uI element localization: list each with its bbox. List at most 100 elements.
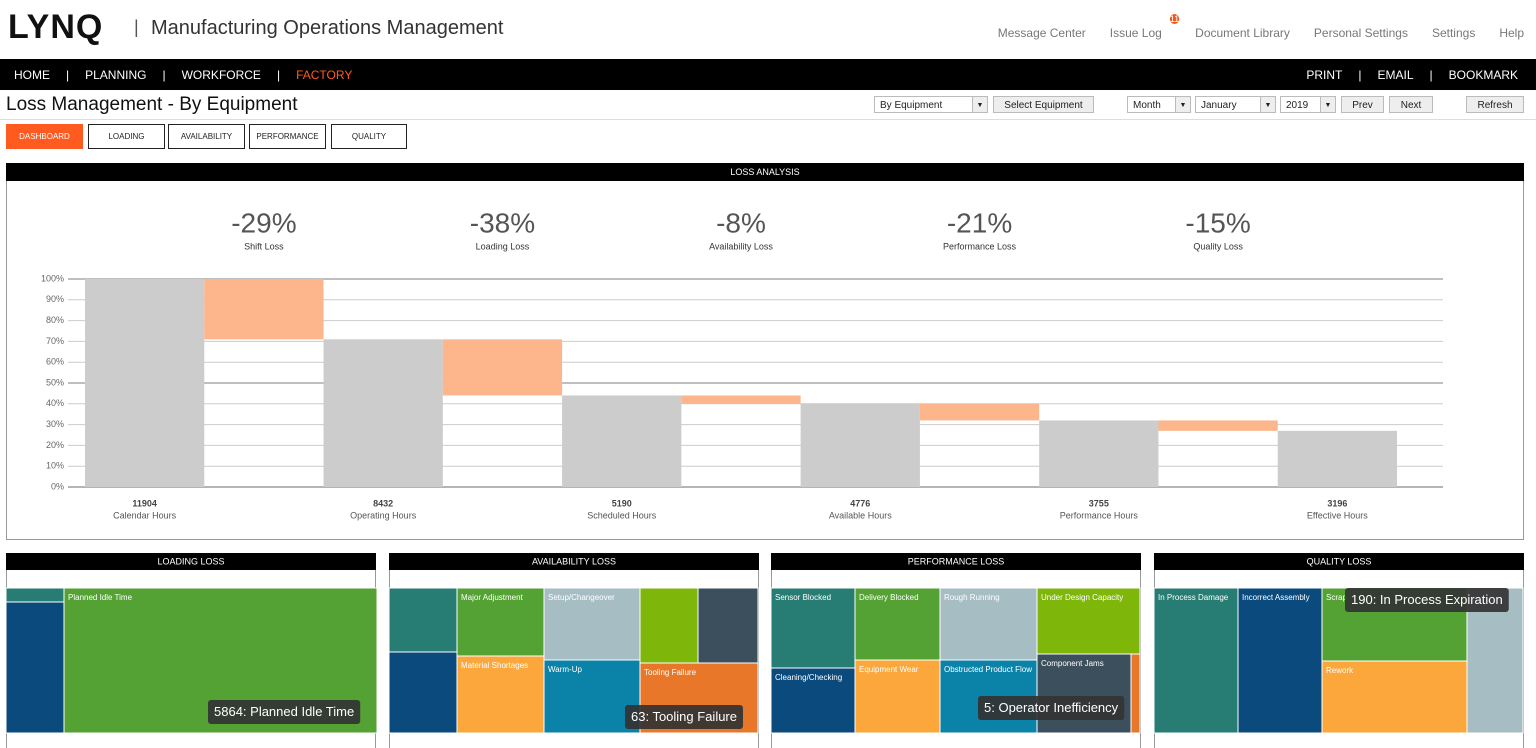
total-bar xyxy=(562,395,682,487)
header-link[interactable]: Document Library xyxy=(1195,26,1290,40)
period-select[interactable]: Month ▼ xyxy=(1127,96,1191,113)
category-label: Operating Hours xyxy=(350,510,417,520)
month-select[interactable]: January ▼ xyxy=(1195,96,1276,113)
treemap-panel: LOADING LOSS Planned Idle Time 5864: Plann… xyxy=(5,553,378,748)
kpi-label: Availability Loss xyxy=(709,241,773,251)
kpi-value: -8% xyxy=(716,207,766,238)
tab[interactable]: PERFORMANCE xyxy=(249,124,326,149)
hours-label: 5190 xyxy=(612,498,632,508)
tile-label: Cleaning/Checking xyxy=(775,673,842,682)
treemap-tile xyxy=(639,587,699,664)
y-tick-label: 70% xyxy=(46,336,64,346)
dropdown-arrow: ▼ xyxy=(972,97,987,112)
panel-title: AVAILABILITY LOSS xyxy=(532,556,616,566)
tab[interactable]: LOADING xyxy=(88,124,165,149)
kpi-label: Quality Loss xyxy=(1193,241,1243,251)
treemap-tile xyxy=(1321,660,1468,734)
tile-label: Material Shortages xyxy=(461,661,528,670)
treemap-tile xyxy=(1466,587,1524,734)
tab[interactable]: DASHBOARD xyxy=(6,124,83,149)
tile-label: Warm-Up xyxy=(548,665,582,674)
notification-badge: 11 xyxy=(1169,14,1180,24)
header-link[interactable]: Issue Log11 xyxy=(1109,14,1180,40)
nav-separator: | xyxy=(66,68,70,82)
treemap-tile xyxy=(697,587,759,664)
separator: | xyxy=(134,17,139,37)
next-button[interactable]: Next xyxy=(1389,96,1433,113)
treemap-tile xyxy=(388,651,458,734)
nav-action[interactable]: BOOKMARK xyxy=(1448,68,1518,82)
treemap-tile xyxy=(5,601,65,734)
loss-bar xyxy=(204,279,324,340)
tile-label: Delivery Blocked xyxy=(859,593,919,602)
y-tick-label: 90% xyxy=(46,294,64,304)
kpi-label: Performance Loss xyxy=(943,241,1017,251)
category-label: Performance Hours xyxy=(1060,510,1139,520)
panel-header xyxy=(389,553,759,570)
y-tick-label: 60% xyxy=(46,357,64,367)
tile-label: Obstructed Product Flow xyxy=(944,665,1032,674)
total-bar xyxy=(85,279,205,487)
kpi-label: Loading Loss xyxy=(476,241,530,251)
kpi-value: -38% xyxy=(470,207,535,238)
header-link[interactable]: Help xyxy=(1499,26,1524,40)
tile-label: In Process Damage xyxy=(1158,593,1229,602)
treemap-tile xyxy=(1237,587,1323,734)
tile-label: Planned Idle Time xyxy=(68,593,133,602)
hours-label: 4776 xyxy=(850,498,870,508)
category-label: Available Hours xyxy=(829,510,892,520)
prev-button[interactable]: Prev xyxy=(1341,96,1384,113)
select-value: January xyxy=(1201,100,1237,111)
tile-label: Under Design Capacity xyxy=(1041,593,1123,602)
nav-item[interactable]: PLANNING xyxy=(85,68,147,82)
header-links: Message Center Issue Log11 Document Librar… xyxy=(997,14,1524,43)
panel xyxy=(6,163,1524,540)
nav-item[interactable]: WORKFORCE xyxy=(181,68,261,82)
divider xyxy=(0,119,1536,120)
treemap-tile xyxy=(456,587,545,657)
nav-item[interactable]: HOME xyxy=(14,68,50,82)
select-value: By Equipment xyxy=(880,100,943,111)
refresh-button[interactable]: Refresh xyxy=(1466,96,1524,113)
nav-action[interactable]: PRINT xyxy=(1306,68,1343,82)
panel-header xyxy=(6,553,376,570)
year-select[interactable]: 2019 ▼ xyxy=(1280,96,1336,113)
header-link[interactable]: Message Center xyxy=(997,26,1086,40)
tile-label: Sensor Blocked xyxy=(775,593,831,602)
y-tick-label: 50% xyxy=(46,377,64,387)
nav-right: PRINT | EMAIL | BOOKMARK xyxy=(1298,68,1526,82)
app-title: Manufacturing Operations Management xyxy=(151,17,504,39)
treemap-tile xyxy=(5,587,65,603)
tooltip xyxy=(1345,588,1509,612)
kpi-value: -29% xyxy=(231,207,296,238)
select-equipment-button[interactable]: Select Equipment xyxy=(993,96,1094,113)
y-tick-label: 20% xyxy=(46,440,64,450)
panel-header xyxy=(1154,553,1524,570)
header-link[interactable]: Settings xyxy=(1431,26,1476,40)
kpi-label: Shift Loss xyxy=(244,241,284,251)
y-tick-label: 40% xyxy=(46,398,64,408)
nav-action[interactable]: EMAIL xyxy=(1377,68,1414,82)
tab[interactable]: QUALITY xyxy=(331,124,407,149)
dropdown-arrow: ▼ xyxy=(1320,97,1335,112)
total-bar xyxy=(323,339,443,487)
tooltip-text: 190: In Process Expiration xyxy=(1351,592,1503,607)
treemap-panel: PERFORMANCE LOSS Sensor Blocked Cleaning/C… xyxy=(770,553,1141,748)
y-tick-label: 10% xyxy=(46,461,64,471)
view-select[interactable]: By Equipment ▼ xyxy=(874,96,988,113)
tab[interactable]: AVAILABILITY xyxy=(168,124,245,149)
logo[interactable]: LYNQ xyxy=(8,8,104,46)
treemap-tile xyxy=(456,655,545,734)
panel-title: LOADING LOSS xyxy=(157,556,224,566)
loss-bar xyxy=(442,339,563,396)
treemap-tile xyxy=(1130,653,1141,734)
tile-label: Incorrect Assembly xyxy=(1242,593,1310,602)
nav-item[interactable]: FACTORY xyxy=(296,68,353,82)
tile-label: Tooling Failure xyxy=(644,668,697,677)
tooltip-text: 5864: Planned Idle Time xyxy=(214,704,354,719)
chart-title: LOSS ANALYSIS xyxy=(730,167,799,177)
category-label: Effective Hours xyxy=(1307,510,1368,520)
tooltip xyxy=(978,696,1125,720)
header-link[interactable]: Personal Settings xyxy=(1313,26,1408,40)
